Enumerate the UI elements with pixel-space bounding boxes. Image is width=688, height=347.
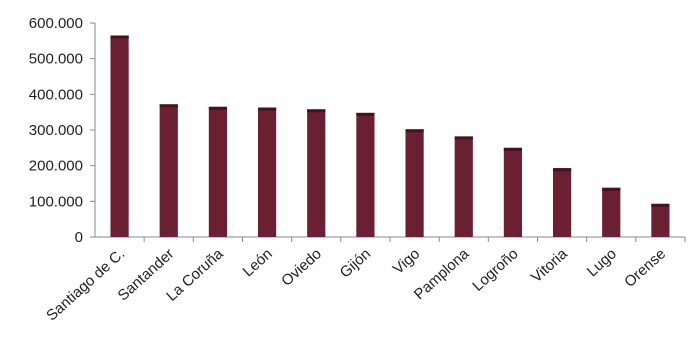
bar-top-edge [159,104,178,108]
bar [257,107,277,237]
category-label: Orense [621,245,669,291]
bar [110,35,129,237]
y-tick-label: 600.000 [29,15,83,32]
bar [405,129,424,237]
y-tick-label: 500.000 [29,51,83,68]
bar [159,104,178,237]
bar-top-edge [405,129,424,133]
bar-top-edge [503,147,523,151]
bar-top-edge [552,168,572,172]
category-label: Oviedo [278,245,325,289]
x-axis [95,236,686,242]
bar-top-edge [257,107,277,111]
y-tick-label: 300.000 [29,122,83,139]
y-tick-label: 400.000 [29,86,83,103]
category-label: Lugo [584,245,620,280]
y-axis: 0 100.000 200.000 300.000 400.000 500.000 600.… [29,15,96,246]
category-label: Santiago de C. [43,245,128,324]
category-label: León [240,245,276,280]
bar [503,147,523,237]
bars [110,35,670,237]
bar [307,109,326,237]
bar [454,136,473,237]
bar-top-edge [307,109,326,113]
category-label: Vigo [390,245,423,278]
bar [208,106,228,237]
bar-top-edge [602,187,621,191]
y-tick-label: 200.000 [29,158,83,175]
y-tick-label: 100.000 [29,193,83,210]
bar-top-edge [208,106,228,110]
bar-top-edge [110,35,129,39]
bar [552,168,572,237]
category-label: Logroño [469,245,521,294]
category-label: Vitoria [528,245,571,286]
bar-top-edge [651,203,670,207]
category-label: Gijón [337,245,374,281]
y-tick-label: 0 [75,229,83,246]
category-label: Pamplona [411,245,473,303]
bar-top-edge [454,136,473,140]
bar [356,112,375,237]
bar [602,187,621,237]
bar-top-edge [356,112,375,116]
bar [651,203,670,237]
